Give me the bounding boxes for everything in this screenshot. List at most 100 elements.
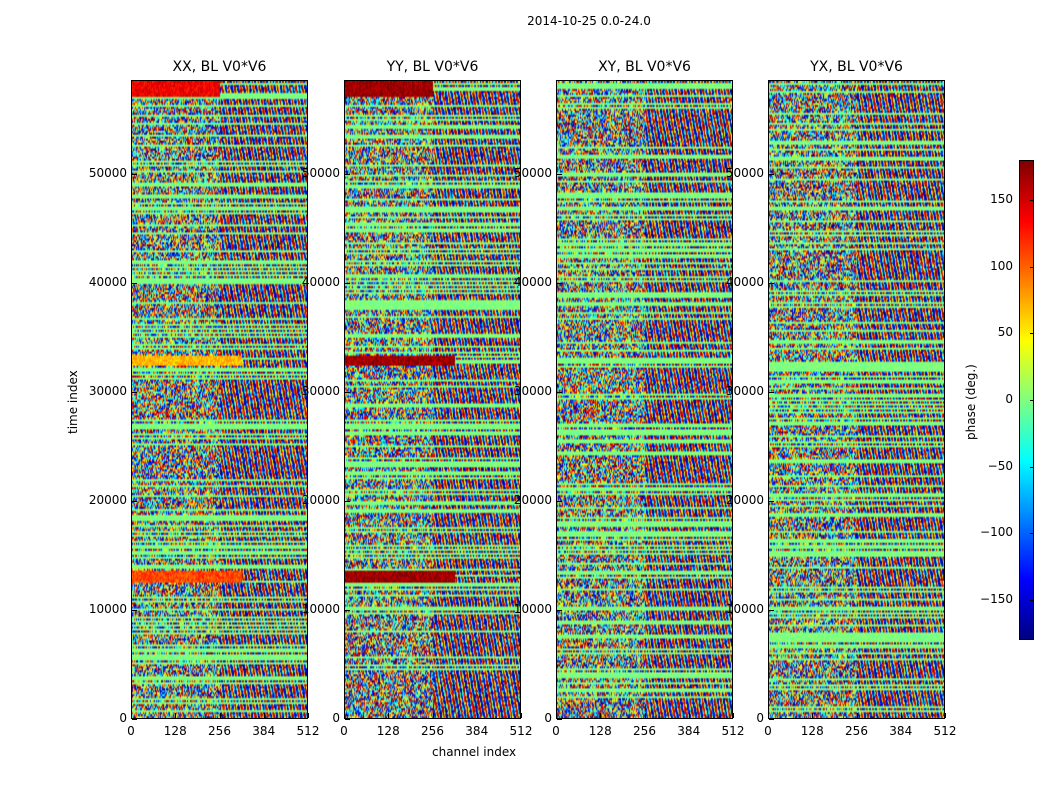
heatmap-canvas-3 xyxy=(769,81,944,718)
y-tick-mark xyxy=(557,500,562,502)
y-tick-mark xyxy=(345,719,350,720)
y-tick-mark xyxy=(345,282,350,284)
x-tick-mark xyxy=(175,713,177,718)
x-tick-mark xyxy=(344,713,345,718)
colorbar-tick-label: 0 xyxy=(1005,392,1013,406)
heatmap-canvas-1 xyxy=(345,81,520,718)
colorbar-tick-label: −100 xyxy=(980,525,1013,540)
x-tick-label: 384 xyxy=(252,724,276,738)
x-tick-label: 256 xyxy=(633,724,656,738)
y-tick-label: 0 xyxy=(544,711,552,725)
colorbar-tick-label: −150 xyxy=(980,592,1013,606)
colorbar-tick-mark xyxy=(1030,466,1034,468)
panel-title-3: YX, BL V0*V6 xyxy=(810,59,903,75)
x-tick-label: 384 xyxy=(889,724,913,738)
y-tick-mark xyxy=(557,719,562,720)
colorbar-tick-mark xyxy=(1030,200,1034,201)
y-tick-mark xyxy=(769,173,774,175)
colorbar-tick-mark xyxy=(1030,600,1034,601)
y-tick-mark xyxy=(132,609,137,611)
y-tick-label: 10000 xyxy=(513,601,552,616)
x-tick-label: 512 xyxy=(721,724,745,738)
y-tick-label: 50000 xyxy=(513,165,552,180)
y-tick-label: 10000 xyxy=(301,601,340,616)
y-tick-mark xyxy=(769,609,774,611)
x-tick-mark xyxy=(812,713,814,718)
heatmap-canvas-2 xyxy=(557,81,732,718)
heatmap-plot-3 xyxy=(768,80,945,719)
y-tick-mark xyxy=(132,391,137,393)
x-tick-mark xyxy=(856,713,858,718)
colorbar-tick-mark xyxy=(1030,533,1034,535)
y-tick-label: 0 xyxy=(119,711,127,725)
x-tick-label: 256 xyxy=(208,724,231,738)
x-tick-label: 384 xyxy=(465,724,489,738)
x-tick-label: 512 xyxy=(296,724,320,738)
y-tick-mark xyxy=(132,500,137,502)
colorbar-tick-label: −50 xyxy=(987,458,1013,473)
colorbar-tick-mark xyxy=(1030,333,1034,335)
x-tick-mark xyxy=(688,713,690,718)
x-tick-mark xyxy=(556,713,557,718)
y-tick-mark xyxy=(132,719,137,720)
y-tick-mark xyxy=(557,609,562,611)
x-tick-mark xyxy=(644,713,646,718)
x-tick-label: 0 xyxy=(340,724,348,738)
y-tick-label: 40000 xyxy=(88,274,127,289)
heatmap-plot-0 xyxy=(131,80,308,719)
colorbar-tick-label: 100 xyxy=(990,258,1013,273)
x-tick-mark xyxy=(388,713,390,718)
y-tick-mark xyxy=(769,500,774,502)
x-tick-mark xyxy=(131,713,132,718)
y-tick-label: 0 xyxy=(756,711,764,725)
x-tick-label: 256 xyxy=(421,724,444,738)
colorbar-tick-label: 50 xyxy=(997,325,1013,340)
y-tick-label: 50000 xyxy=(301,165,340,180)
y-tick-label: 40000 xyxy=(725,274,764,289)
y-tick-mark xyxy=(345,500,350,502)
colorbar-label: phase (deg.) xyxy=(964,364,978,440)
y-tick-label: 10000 xyxy=(725,601,764,616)
y-tick-label: 30000 xyxy=(513,383,552,398)
y-tick-mark xyxy=(557,173,562,175)
x-tick-label: 128 xyxy=(800,724,824,738)
y-tick-label: 50000 xyxy=(88,165,127,180)
y-tick-label: 30000 xyxy=(725,383,764,398)
x-tick-mark xyxy=(219,713,221,718)
y-tick-label: 30000 xyxy=(88,383,127,398)
y-tick-label: 40000 xyxy=(301,274,340,289)
x-tick-mark xyxy=(432,713,434,718)
y-tick-mark xyxy=(769,719,774,720)
y-tick-mark xyxy=(769,282,774,284)
y-tick-mark xyxy=(345,609,350,611)
panel-title-1: YY, BL V0*V6 xyxy=(386,59,479,75)
y-tick-mark xyxy=(557,282,562,284)
y-tick-mark xyxy=(345,391,350,393)
heatmap-plot-2 xyxy=(556,80,733,719)
x-tick-mark xyxy=(308,713,309,718)
y-tick-mark xyxy=(345,173,350,175)
y-tick-label: 30000 xyxy=(301,383,340,398)
y-tick-label: 0 xyxy=(332,711,340,725)
x-tick-label: 128 xyxy=(588,724,612,738)
x-tick-mark xyxy=(945,713,946,718)
x-tick-label: 512 xyxy=(509,724,533,738)
y-tick-mark xyxy=(132,282,137,284)
x-tick-mark xyxy=(521,713,522,718)
x-tick-label: 512 xyxy=(933,724,957,738)
x-tick-label: 0 xyxy=(552,724,560,738)
x-tick-label: 0 xyxy=(127,724,135,738)
x-tick-mark xyxy=(733,713,734,718)
x-tick-mark xyxy=(900,713,902,718)
x-tick-label: 0 xyxy=(764,724,772,738)
panel-title-2: XY, BL V0*V6 xyxy=(598,59,691,75)
x-tick-label: 384 xyxy=(677,724,701,738)
y-tick-label: 20000 xyxy=(725,492,764,507)
y-tick-label: 50000 xyxy=(725,165,764,180)
colorbar-tick-label: 150 xyxy=(990,192,1013,206)
x-tick-label: 256 xyxy=(845,724,868,738)
x-tick-mark xyxy=(600,713,602,718)
heatmap-plot-1 xyxy=(344,80,521,719)
panel-title-0: XX, BL V0*V6 xyxy=(172,59,267,75)
y-tick-mark xyxy=(132,173,137,175)
